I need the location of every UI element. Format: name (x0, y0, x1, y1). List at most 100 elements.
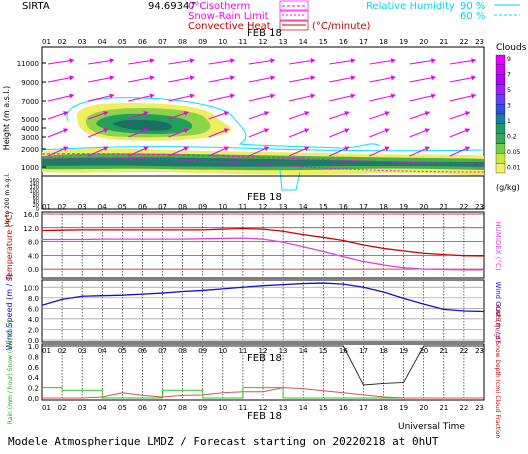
wind-arrow (168, 94, 195, 102)
hour-tick-label: 02 (58, 404, 67, 412)
series-point (302, 234, 304, 236)
wind-arrow-head (431, 58, 436, 64)
wind-arrow-head (464, 128, 470, 133)
hour-tick-label: 10 (218, 347, 227, 355)
wind-arrow-head (304, 110, 310, 116)
wind-arrow-head (310, 93, 316, 99)
series-point (483, 269, 485, 271)
legend-snow-rain-label: Snow-Rain Limit (188, 11, 269, 22)
hour-tick-label: 14 (299, 347, 308, 355)
series-point (362, 286, 365, 288)
hour-tick-label: 23 (475, 347, 484, 355)
hour-tick-label: 17 (359, 404, 368, 412)
wind-arrow-head (69, 58, 74, 64)
hour-tick-label: 06 (138, 203, 147, 211)
height-low-tick-label: 20 (33, 203, 39, 209)
series-point (423, 252, 425, 254)
y-tick-label: 8.0 (28, 295, 39, 303)
height-tick-label: 7000 (21, 98, 39, 106)
series-point (81, 295, 83, 297)
y-tick-label: 10.0 (23, 284, 39, 292)
series-point (222, 288, 224, 290)
wind-arrow-head (344, 146, 350, 152)
series-point (302, 246, 304, 248)
series-point (423, 268, 425, 270)
hour-tick-label: 22 (459, 38, 468, 46)
wind-arrow-head (229, 93, 235, 99)
wind-arrow-head (149, 93, 155, 99)
hour-tick-label: 06 (138, 38, 147, 46)
series-point (182, 229, 184, 231)
wind-arrow-head (189, 58, 195, 64)
y-tick-label: 4.0 (28, 316, 39, 324)
wind-arrow (288, 94, 316, 102)
wind-arrow-head (263, 146, 269, 152)
height-tick-label: 9000 (21, 79, 39, 87)
series-point (121, 238, 123, 240)
wind-arrow-head (109, 75, 115, 81)
wind-arrow (248, 94, 276, 102)
wind-arrow-head (344, 128, 350, 133)
y-tick-label: 2.0 (28, 326, 39, 334)
height-axis-label: Height (m a.s.l.) (2, 86, 11, 151)
hour-tick-label: 11 (238, 38, 247, 46)
cloud-low-inner (42, 157, 484, 167)
height-tick-label: 1000 (21, 164, 39, 172)
colorbar-cell (495, 64, 506, 75)
hour-tick-label: 20 (419, 404, 428, 412)
wind-arrow-head (143, 128, 149, 133)
hour-tick-label: 03 (78, 203, 87, 211)
series-point (242, 286, 244, 288)
wind-arrow-head (183, 146, 189, 152)
hour-tick-label: 05 (118, 347, 127, 355)
height-tick-label: 2000 (21, 146, 39, 154)
hour-tick-label: 08 (178, 404, 187, 412)
hour-tick-label: 09 (198, 203, 207, 211)
hour-tick-label: 21 (439, 203, 448, 211)
hour-tick-label: 13 (279, 347, 288, 355)
hour-tick-label: 16 (339, 203, 348, 211)
height-tick-label: 4000 (21, 125, 39, 133)
hour-tick-label: 02 (58, 38, 67, 46)
hour-tick-label: 14 (299, 38, 308, 46)
legend-rh-90: 90 % (460, 1, 485, 12)
hour-tick-label: 21 (439, 347, 448, 355)
cloud-panel: 01 02 03 04 05 06 07 08 09 10 11 12 13 14 15 16 17 18 19 20… (2, 28, 485, 227)
hour-tick-label: 08 (178, 347, 187, 355)
hour-tick-label: 22 (459, 404, 468, 412)
height-low-tick-label: 40 (33, 200, 39, 206)
series-point (202, 229, 204, 231)
y-tick-label: 0.0 (28, 337, 39, 345)
wind-arrow-head (350, 75, 356, 81)
height-axis-label-low: Up to 200 m a.g.l. (4, 173, 11, 227)
wind-arrow-head (384, 146, 390, 152)
series-point (141, 238, 144, 240)
wind-arrow (128, 94, 155, 102)
hour-tick-label: 07 (158, 38, 167, 46)
series-point (41, 304, 43, 306)
wind-arrow-head (189, 93, 195, 99)
height-low-tick-label: 120 (29, 185, 39, 191)
wind-arrow (47, 59, 75, 65)
series-point (382, 247, 385, 250)
hour-tick-label: 16 (339, 347, 348, 355)
y-tick-label: 8.0 (28, 239, 39, 247)
hour-tick-label: 20 (419, 38, 428, 46)
series-point (322, 282, 324, 284)
series-point (463, 269, 465, 271)
y-tick-label: 1.0 (28, 343, 39, 351)
legend-convective-box (279, 20, 309, 31)
wind-arrow (369, 59, 396, 65)
wind-arrow-head (103, 146, 109, 152)
wind-arrow-head (103, 128, 109, 133)
y-tick-label: 0.6 (28, 364, 40, 372)
wind-arrow (47, 76, 75, 83)
legend-convective-label: Convective Heat. (188, 21, 274, 32)
wind-arrow (449, 76, 476, 83)
wind-arrow-head (230, 58, 235, 64)
colorbar-cell (495, 74, 506, 85)
y-tick-label: 0.0 (28, 395, 39, 403)
wind-arrow-head (424, 146, 430, 152)
wind-arrow-head (471, 93, 476, 99)
series-line-cape (42, 387, 484, 399)
